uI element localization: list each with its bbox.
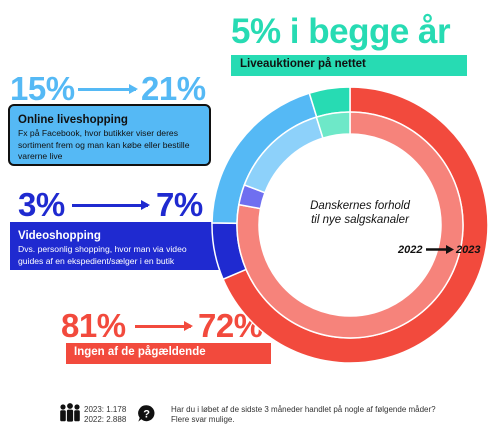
- ingen-title: Ingen af de pågældende: [74, 346, 206, 358]
- center-title-line-1: Danskernes forhold: [310, 200, 410, 212]
- online-box: Online liveshopping Fx på Facebook, hvor…: [8, 104, 211, 166]
- legend-year-to: 2023: [455, 244, 480, 256]
- svg-text:?: ?: [143, 408, 150, 420]
- ingen-from-pct: 81%: [61, 307, 126, 344]
- question-icon: ?: [138, 405, 155, 422]
- ingen-box: Ingen af de pågældende: [66, 343, 271, 364]
- people-icon: [60, 403, 80, 422]
- video-title: Videoshopping: [18, 230, 101, 242]
- center-title-line-2: til nye salgskanaler: [311, 214, 410, 226]
- survey-question: Har du i løbet af de sidste 3 måneder ha…: [171, 405, 436, 414]
- slice-2022-ingen-af-de-p-g-ldende: [236, 111, 464, 339]
- video-to-pct: 7%: [156, 186, 203, 223]
- donut-chart: Danskernes forhold til nye salgskanaler …: [211, 86, 489, 364]
- video-arrow: [72, 200, 150, 210]
- video-from-pct: 3%: [18, 186, 65, 223]
- survey-note: Flere svar mulige.: [171, 415, 235, 424]
- slice-2022-liveauktioner-p-nettet: [315, 111, 351, 140]
- liveauktioner-label-text: Liveauktioner på nettet: [240, 58, 366, 70]
- liveauktioner-headline: 5% i begge år: [231, 12, 451, 51]
- video-box: Videoshopping Dvs. personlig shopping, h…: [10, 222, 219, 270]
- online-from-pct: 15%: [10, 70, 75, 107]
- online-title: Online liveshopping: [18, 114, 128, 126]
- online-to-pct: 21%: [141, 70, 206, 107]
- respondent-count-2023: 2023: 1.178: [84, 405, 127, 414]
- ingen-arrow: [135, 321, 193, 331]
- legend-year-from: 2022: [397, 244, 422, 256]
- online-desc: Fx på Facebook, hvor butikker viser dere…: [18, 128, 190, 161]
- liveauktioner-label: Liveauktioner på nettet: [231, 55, 467, 76]
- online-arrow: [78, 84, 138, 94]
- legend-arrow-head: [446, 245, 454, 254]
- video-desc: Dvs. personlig shopping, hvor man via vi…: [18, 244, 187, 266]
- respondent-count-2022: 2022: 2.888: [84, 415, 127, 424]
